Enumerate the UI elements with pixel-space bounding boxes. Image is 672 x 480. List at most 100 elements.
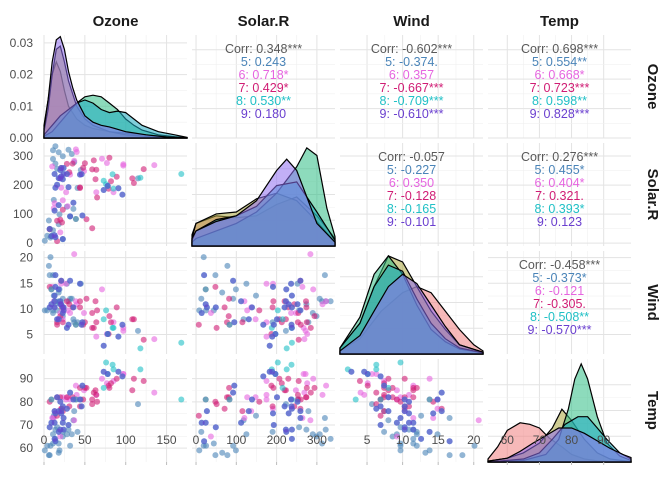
scatter-point bbox=[50, 431, 56, 438]
scatter-point bbox=[52, 272, 59, 279]
scatter-point bbox=[381, 408, 388, 415]
scatter-point bbox=[377, 373, 384, 380]
scatter-point bbox=[59, 310, 66, 316]
scatter-point bbox=[381, 428, 388, 435]
scatter-point bbox=[401, 408, 408, 415]
scatter-point bbox=[198, 428, 205, 435]
y-tick-label: 15 bbox=[20, 276, 34, 290]
scatter-point bbox=[422, 449, 429, 456]
correlation-group-5: 5: 0.554** bbox=[532, 55, 587, 69]
scatter-point bbox=[67, 442, 74, 449]
correlation-overall: Corr: 0.276*** bbox=[521, 150, 598, 164]
density-panel-temp bbox=[487, 362, 632, 463]
scatter-point bbox=[135, 401, 141, 408]
scatter-point bbox=[67, 310, 74, 316]
correlation-group-6: 6: 0.404* bbox=[534, 176, 584, 190]
scatter-point bbox=[283, 286, 290, 293]
correlation-group-5: 5: -0.227 bbox=[387, 163, 436, 177]
scatter-point bbox=[270, 283, 276, 290]
scatter-point bbox=[89, 396, 96, 403]
correlation-group-8: 8: -0.508** bbox=[530, 310, 589, 324]
scatter-point bbox=[319, 391, 326, 398]
x-tick-label: 150 bbox=[157, 433, 177, 447]
scatter-point bbox=[243, 431, 250, 438]
scatter-point bbox=[59, 219, 65, 226]
scatter-point bbox=[57, 433, 64, 440]
x-tick-label: 100 bbox=[116, 433, 136, 447]
scatter-point bbox=[285, 410, 292, 417]
y-tick-label: 0.03 bbox=[10, 36, 34, 50]
scatter-point bbox=[221, 304, 228, 311]
scatter-point bbox=[100, 187, 107, 193]
scatter-point bbox=[356, 378, 363, 384]
scatter-point bbox=[207, 310, 214, 316]
scatter-point bbox=[94, 307, 101, 314]
scatter-point bbox=[140, 166, 147, 173]
scatter-point bbox=[198, 419, 205, 426]
scatter-point bbox=[103, 359, 110, 366]
correlation-group-6: 6: 0.350 bbox=[389, 176, 434, 190]
density-panel-solarr bbox=[191, 146, 336, 247]
scatter-point bbox=[72, 216, 79, 222]
scatter-point bbox=[178, 396, 185, 403]
scatter-point bbox=[81, 160, 88, 167]
x-tick-label: 15 bbox=[431, 433, 445, 447]
scatter-point bbox=[115, 368, 122, 375]
scatter-point bbox=[434, 431, 441, 438]
x-tick-label: 90 bbox=[597, 433, 611, 447]
scatter-point bbox=[224, 452, 231, 459]
y-tick-label: 60 bbox=[20, 441, 34, 455]
correlation-group-9: 9: -0.570*** bbox=[528, 323, 592, 337]
scatter-point bbox=[260, 373, 267, 380]
scatter-point bbox=[93, 333, 100, 340]
correlation-group-9: 9: 0.828*** bbox=[530, 107, 590, 121]
scatter-point bbox=[426, 428, 433, 435]
scatter-point bbox=[49, 163, 56, 170]
scatter-point bbox=[244, 394, 251, 401]
y-tick-label: 80 bbox=[20, 395, 34, 409]
correlation-group-6: 6: 0.357 bbox=[389, 68, 434, 82]
scatter-point bbox=[307, 324, 314, 331]
correlation-group-7: 7: -0.305. bbox=[533, 297, 586, 311]
scatter-point bbox=[418, 435, 425, 442]
scatter-point bbox=[52, 438, 59, 445]
scatter-point bbox=[50, 147, 56, 154]
scatter-point bbox=[446, 438, 453, 445]
scatter-point bbox=[430, 410, 437, 417]
scatter-point bbox=[201, 438, 208, 445]
scatter-point bbox=[288, 321, 295, 328]
scatter-point bbox=[135, 327, 141, 334]
scatter-point bbox=[106, 154, 113, 161]
scatter-point bbox=[385, 408, 392, 415]
correlation-overall: Corr: 0.348*** bbox=[225, 42, 302, 56]
y-tick-label: 10 bbox=[20, 302, 34, 316]
scatter-point bbox=[269, 304, 276, 311]
y-tick-label: 90 bbox=[20, 372, 34, 386]
correlation-group-8: 8: 0.598** bbox=[532, 94, 587, 108]
scatter-point bbox=[198, 310, 205, 316]
scatter-point bbox=[230, 442, 237, 449]
scatter-point bbox=[310, 375, 317, 382]
scatter-point bbox=[230, 389, 237, 396]
scatter-point bbox=[243, 280, 250, 287]
scatter-point bbox=[110, 185, 117, 192]
scatter-point bbox=[213, 401, 220, 408]
correlation-group-7: 7: 0.321. bbox=[535, 189, 584, 203]
scatter-point bbox=[288, 304, 295, 311]
scatter-point bbox=[294, 391, 301, 398]
scatter-point bbox=[212, 283, 219, 290]
correlation-overall: Corr: 0.698*** bbox=[521, 42, 598, 56]
scatter-point bbox=[63, 189, 70, 196]
scatter-point bbox=[100, 368, 107, 375]
scatter-point bbox=[200, 254, 207, 261]
scatter-point bbox=[438, 389, 445, 396]
x-tick-label: 300 bbox=[307, 433, 327, 447]
scatter-point bbox=[307, 417, 314, 424]
scatter-point bbox=[288, 361, 295, 368]
scatter-point bbox=[60, 304, 67, 311]
scatter-point bbox=[201, 272, 208, 279]
scatter-point bbox=[302, 327, 309, 334]
scatter-point bbox=[48, 396, 55, 403]
scatter-point bbox=[282, 298, 289, 305]
scatter-point bbox=[279, 316, 286, 323]
